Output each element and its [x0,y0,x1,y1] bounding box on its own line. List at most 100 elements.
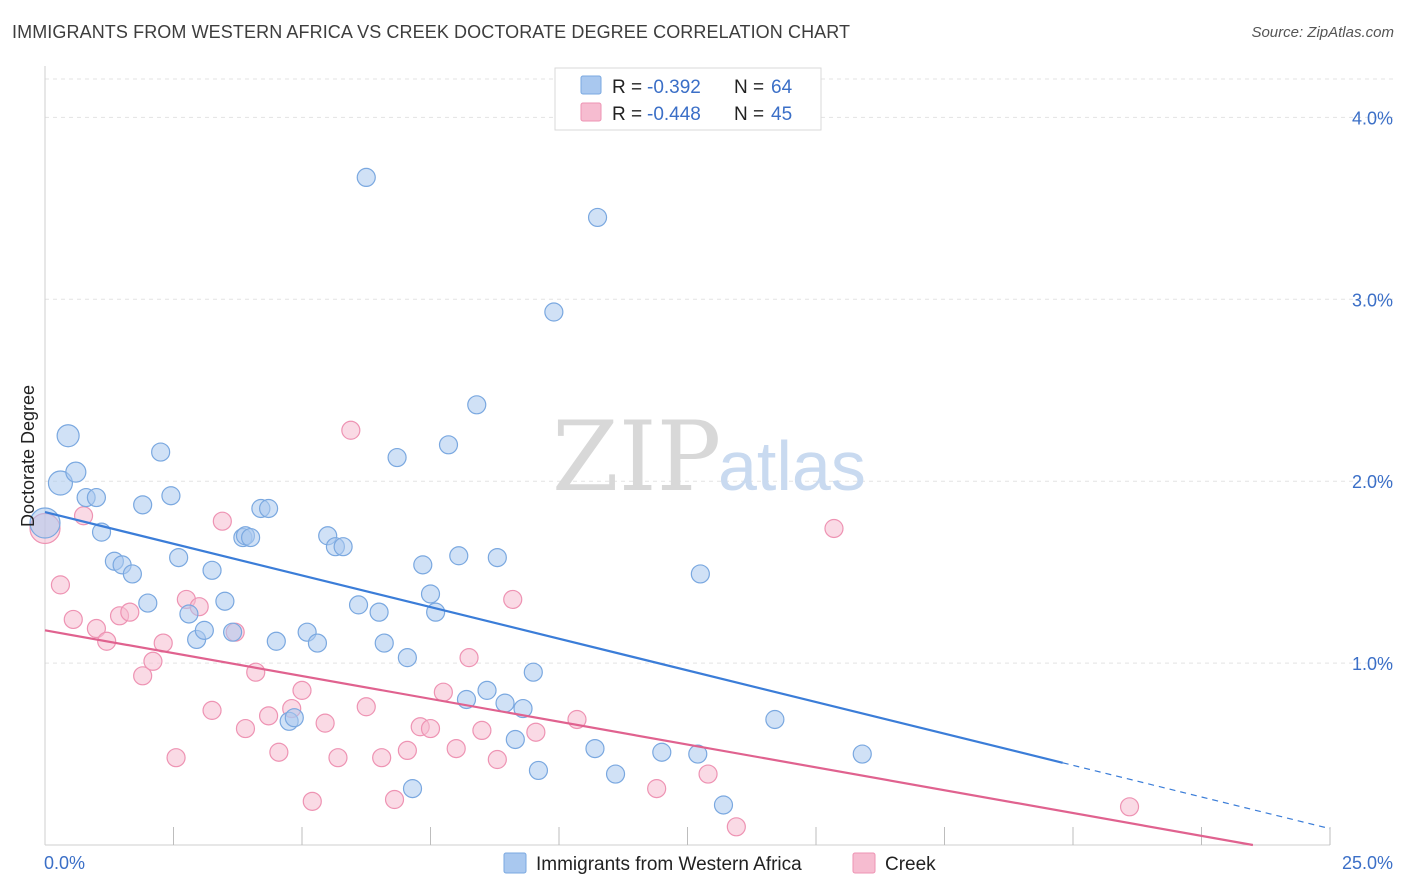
creek-point [647,779,667,799]
western-africa-point [587,207,608,228]
watermark: ZIP atlas [552,401,866,513]
series-legend-label-blue: Immigrants from Western Africa [536,854,802,875]
western-africa-point [241,527,261,548]
western-africa-point [223,622,243,642]
western-africa-point [487,547,507,568]
western-africa-point [513,698,533,719]
legend-swatch-blue [580,75,602,95]
western-africa-point [397,648,417,668]
western-africa-point [544,302,564,322]
creek-point [235,718,256,739]
watermark-zip: ZIP [552,401,721,513]
western-africa-point [467,395,487,415]
creek-point [133,666,153,686]
source-credit: Source: ZipAtlas.com [1251,24,1394,41]
western-africa-point [413,555,433,575]
y-tick-label: 1.0% [1352,654,1393,674]
western-africa-point [151,442,171,462]
legend-n-label-2: N = [734,104,764,125]
western-africa-point [477,680,497,700]
western-africa-point [215,591,235,611]
creek-point [487,749,507,770]
legend-r-label-1: R = [612,77,642,98]
western-africa-point [161,486,181,506]
creek-point [1119,797,1140,817]
western-africa-point [605,764,626,784]
western-africa-point [852,744,872,764]
legend-r-value-1: -0.392 [647,77,701,98]
creek-point [341,420,361,440]
western-africa-point [387,447,407,468]
western-africa-point [369,602,389,622]
western-africa-point [438,435,459,455]
western-africa-point [356,167,376,188]
trend-layer [44,511,1331,847]
creek-point [269,742,289,762]
creek-point [63,609,83,630]
series-legend: Immigrants from Western Africa Creek [503,852,936,875]
western-africa-point [449,546,469,566]
western-africa-point [652,742,672,762]
stats-legend: R = -0.392 N = 64 R = -0.448 N = 45 [554,67,822,131]
legend-r-value-2: -0.448 [647,104,701,125]
y-tick-label: 2.0% [1352,472,1393,492]
western-africa-trendline [44,511,1063,764]
y-axis-label: Doctorate Degree [18,385,38,527]
y-tick-label: 3.0% [1352,290,1393,310]
western-africa-point [420,584,441,604]
western-africa-point [179,604,199,624]
western-africa-point [713,795,734,815]
western-africa-point [122,564,142,584]
western-africa-point [528,760,549,781]
western-africa-point [194,620,214,640]
creek-point [166,748,186,768]
western-africa-point [47,470,74,496]
creek-point [459,648,479,668]
creek-point [50,575,71,595]
x-tick-label: 25.0% [1342,853,1393,873]
creek-point [420,718,441,739]
western-africa-point [202,560,222,580]
legend-n-value-1: 64 [771,77,793,98]
western-africa-point [29,507,61,539]
western-africa-point [402,779,423,799]
western-africa-point [765,709,785,730]
creek-point [384,789,405,810]
western-africa-point [523,662,543,682]
western-africa-point [65,461,87,483]
creek-point [397,740,417,761]
legend-r-label-2: R = [612,104,642,125]
creek-point [120,602,140,622]
axes-layer: 1.0% 2.0% 3.0% 4.0% 0.0% 25.0% [44,66,1393,873]
series-legend-swatch-blue [503,852,527,874]
western-africa-point [284,708,304,728]
creek-point [86,618,107,639]
western-africa-point [374,633,394,653]
creek-point [258,706,279,726]
western-africa-point [333,537,353,557]
western-africa-point [307,633,328,653]
western-africa-point [495,693,515,713]
western-africa-trendline-extension [1062,762,1331,830]
western-africa-point [348,595,369,615]
western-africa-point [138,593,158,613]
western-africa-point [169,547,189,568]
series-legend-swatch-pink [852,852,876,874]
creek-point [212,511,232,531]
western-africa-point [688,744,708,764]
creek-point [372,748,392,768]
creek-point [202,700,222,720]
x-tick-label: 0.0% [44,853,85,873]
legend-n-label-1: N = [734,77,764,98]
y-tick-label: 4.0% [1352,108,1393,128]
western-africa-point [133,495,153,515]
creek-point [824,518,844,539]
chart-title: IMMIGRANTS FROM WESTERN AFRICA VS CREEK … [12,22,851,42]
creek-point [698,764,718,784]
western-africa-point [690,564,710,584]
creek-point [726,817,746,837]
series-legend-label-pink: Creek [885,854,936,875]
legend-n-value-2: 45 [771,104,792,125]
creek-point [503,589,523,610]
